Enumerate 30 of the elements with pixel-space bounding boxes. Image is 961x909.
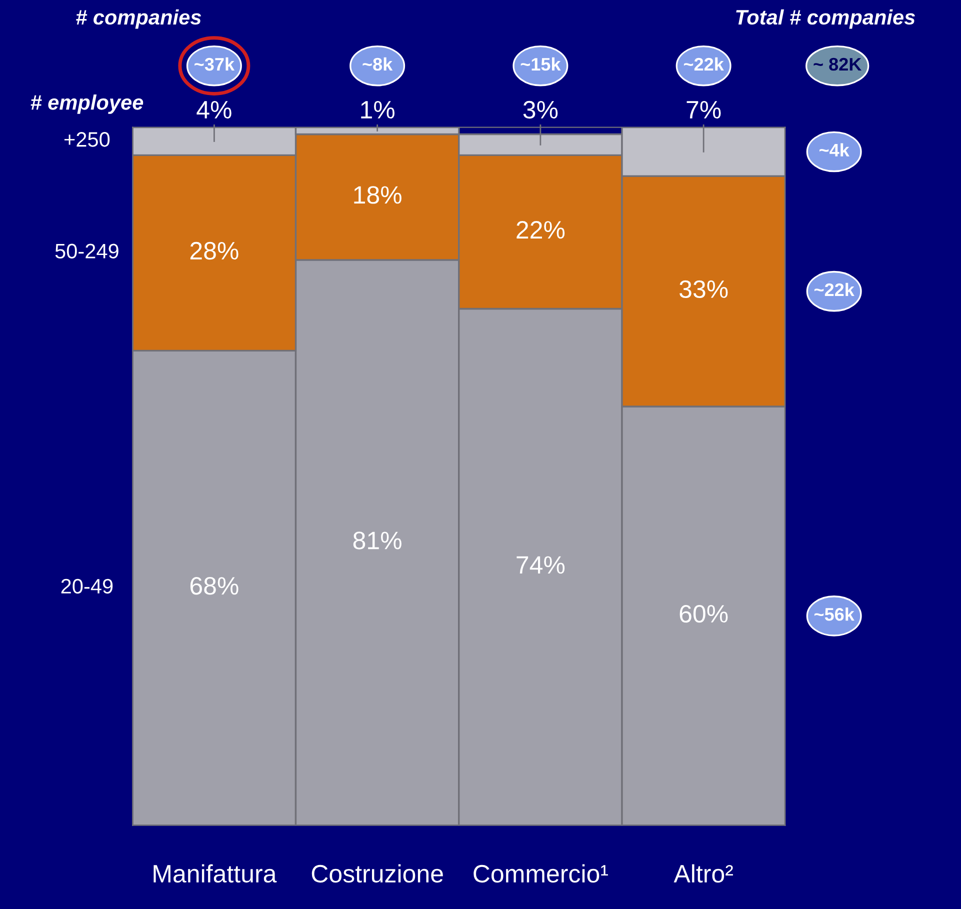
data-label: 22% <box>516 220 565 239</box>
text: ~ 82K <box>814 58 862 71</box>
data-label: 3% <box>523 100 558 119</box>
text: ~22k <box>814 282 854 296</box>
data-label: 28% <box>190 242 238 260</box>
text: # companies <box>76 9 202 29</box>
text: ~4k <box>819 143 850 156</box>
series-label: 50-249 <box>55 244 118 259</box>
text: ~22k <box>684 57 724 70</box>
text: ~8k <box>362 57 393 71</box>
text: # employee <box>30 94 144 114</box>
x-tick-label: Manifattura <box>154 864 277 883</box>
data-label: 7% <box>686 101 721 119</box>
x-tick-label: Commercio¹ <box>474 864 608 883</box>
data-label: 4% <box>196 101 232 119</box>
x-tick-label: Altro² <box>674 864 733 883</box>
data-label: 81% <box>353 532 402 550</box>
x-tick-label: Costruzione <box>312 864 443 883</box>
text: ~37k <box>194 57 235 71</box>
data-label: 74% <box>516 556 565 574</box>
data-label: 68% <box>190 577 238 595</box>
text: Total # companies <box>736 9 915 29</box>
series-label: +250 <box>64 132 110 147</box>
series-label: 20-49 <box>61 578 113 594</box>
data-label: 60% <box>680 604 728 623</box>
data-label: 33% <box>680 280 728 298</box>
text: ~56k <box>814 608 854 621</box>
text: ~15k <box>520 57 561 71</box>
data-label: 1% <box>361 101 394 119</box>
data-label: 18% <box>354 186 402 204</box>
